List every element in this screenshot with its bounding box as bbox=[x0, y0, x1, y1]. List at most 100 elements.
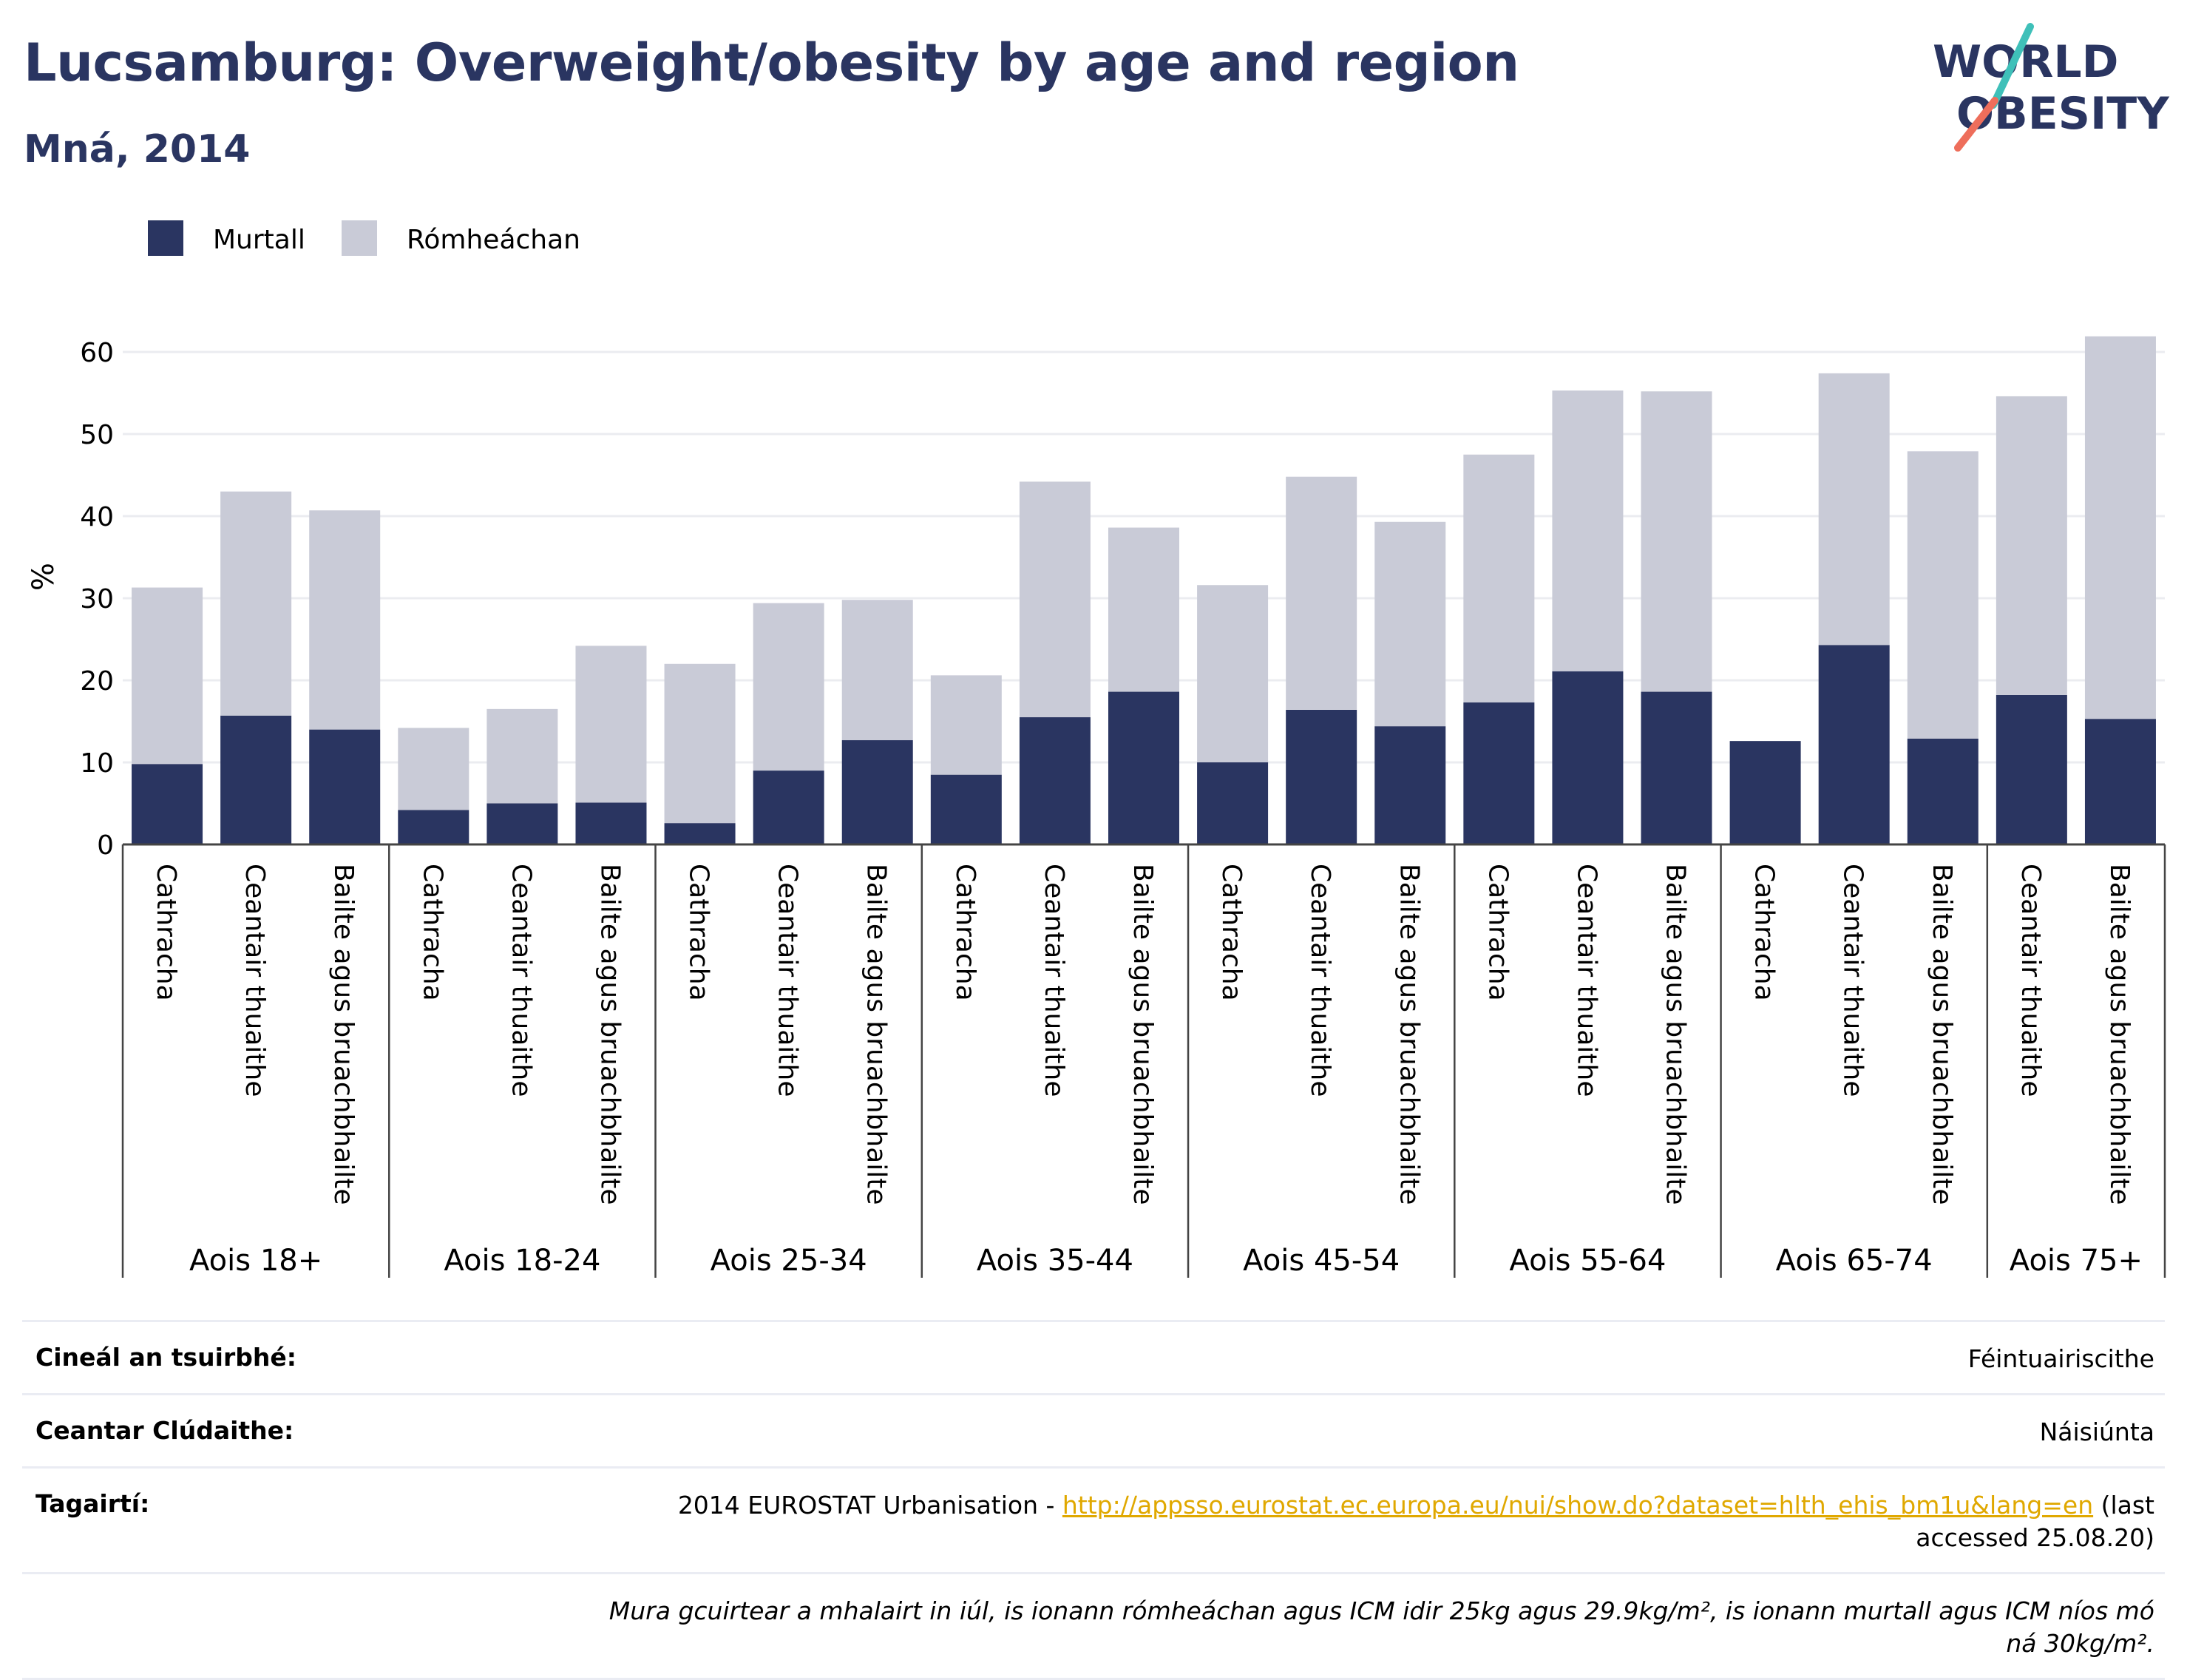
bar-overweight bbox=[220, 491, 292, 716]
y-tick-label: 0 bbox=[97, 830, 114, 861]
bar-obese bbox=[220, 715, 292, 844]
x-group-label: Aois 65-74 bbox=[1776, 1244, 1933, 1278]
bar-overweight bbox=[132, 587, 203, 765]
y-tick-label: 20 bbox=[80, 666, 114, 697]
bar-overweight bbox=[1108, 527, 1179, 692]
bar-obese bbox=[1996, 694, 2067, 844]
chart-title: Lucsamburg: Overweight/obesity by age an… bbox=[24, 33, 1519, 93]
bar-obese bbox=[1197, 762, 1269, 844]
bar-obese bbox=[1552, 671, 1624, 844]
x-category-label: Bailte agus bruachbhailte bbox=[861, 864, 892, 1205]
x-category-label: Ceantair thuaithe bbox=[1039, 864, 1069, 1097]
x-category-label: Cathracha bbox=[151, 864, 181, 1001]
y-tick-label: 10 bbox=[80, 748, 114, 779]
x-axis: Cathracha Ceantair thuaithe Bailte agus br… bbox=[121, 843, 2166, 1278]
x-group-label: Aois 75+ bbox=[2010, 1244, 2143, 1278]
x-category-label: Bailte agus bruachbhailte bbox=[1661, 864, 1691, 1205]
bar-overweight bbox=[930, 675, 1002, 775]
x-category-label: Ceantair thuaithe bbox=[240, 864, 270, 1097]
world-obesity-logo: WORLD OBESITY bbox=[1933, 23, 2170, 152]
x-category-label: Ceantair thuaithe bbox=[773, 864, 803, 1097]
bar-obese bbox=[664, 823, 736, 844]
bar-overweight bbox=[1907, 451, 1979, 739]
reference-prefix: 2014 EUROSTAT Urbanisation - bbox=[677, 1491, 1062, 1520]
bar-overweight bbox=[1374, 521, 1446, 727]
y-axis-ticks: 0 10 20 30 40 50 60 bbox=[80, 338, 114, 861]
bar-overweight bbox=[2084, 336, 2156, 719]
x-category-label: Cathracha bbox=[417, 864, 447, 1001]
legend: Murtall Rómheáchan bbox=[148, 220, 580, 256]
bar-obese bbox=[2084, 719, 2156, 844]
bar-obese bbox=[841, 740, 913, 844]
y-axis-label: % bbox=[27, 563, 61, 591]
x-category-label: Ceantair thuaithe bbox=[1571, 864, 1601, 1097]
references-value: 2014 EUROSTAT Urbanisation - http://apps… bbox=[602, 1489, 2154, 1554]
bar-obese bbox=[1818, 645, 1890, 844]
x-category-label: Bailte agus bruachbhailte bbox=[1394, 864, 1424, 1205]
bar-obese bbox=[1108, 691, 1179, 844]
y-tick-label: 60 bbox=[80, 338, 114, 368]
bar-obese bbox=[1374, 726, 1446, 844]
logo-word-obesity: OBESITY bbox=[1956, 88, 2170, 140]
bar-obese bbox=[1641, 691, 1712, 844]
bar-obese bbox=[1286, 709, 1357, 844]
x-group-label: Aois 25-34 bbox=[711, 1244, 867, 1278]
references-label: Tagairtí: bbox=[35, 1489, 150, 1518]
reference-link[interactable]: http://appsso.eurostat.ec.europa.eu/nui/… bbox=[1062, 1491, 2094, 1520]
bar-overweight bbox=[1641, 391, 1712, 692]
survey-type-value: Féintuairiscithe bbox=[1967, 1344, 2154, 1373]
legend-swatch-overweight bbox=[342, 220, 377, 256]
bar-overweight bbox=[575, 646, 647, 803]
stacked-bar-chart: Murtall Rómheáchan % 0 10 20 30 40 50 60 Cathr… bbox=[27, 220, 2166, 1278]
survey-type-label: Cineál an tsuirbhé: bbox=[35, 1343, 296, 1372]
y-tick-label: 50 bbox=[80, 420, 114, 450]
bar-overweight bbox=[1818, 373, 1890, 646]
x-category-label: Bailte agus bruachbhailte bbox=[594, 864, 625, 1205]
bar-obese bbox=[575, 802, 647, 844]
bar-overweight bbox=[486, 708, 558, 804]
chart-subtitle: Mná, 2014 bbox=[24, 127, 251, 172]
x-category-label: Ceantair thuaithe bbox=[2015, 864, 2046, 1097]
x-category-label: Cathracha bbox=[1482, 864, 1513, 1001]
x-category-label: Ceantair thuaithe bbox=[1838, 864, 1868, 1097]
x-category-label: Bailte agus bruachbhailte bbox=[328, 864, 359, 1205]
bar-overweight bbox=[1552, 390, 1624, 671]
coverage-label: Ceantar Clúdaithe: bbox=[35, 1416, 294, 1445]
bar-obese bbox=[1019, 717, 1091, 844]
legend-label-obese: Murtall bbox=[213, 225, 305, 255]
reference-suffix: (last accessed 25.08.20) bbox=[1916, 1491, 2154, 1552]
survey-type-row: Cineál an tsuirbhé: Féintuairiscithe bbox=[22, 1320, 2165, 1393]
logo-slash-bottom bbox=[1954, 97, 1998, 152]
bar-obese bbox=[1463, 702, 1535, 844]
bar-obese bbox=[1907, 738, 1979, 844]
bar-overweight bbox=[398, 728, 469, 810]
legend-label-overweight: Rómheáchan bbox=[407, 225, 580, 255]
x-group-label: Aois 55-64 bbox=[1509, 1244, 1666, 1278]
x-group-label: Aois 18-24 bbox=[444, 1244, 600, 1278]
bar-obese bbox=[1729, 741, 1801, 844]
definition-note: Mura gcuirtear a mhalairt in iúl, is ion… bbox=[608, 1596, 2154, 1658]
y-tick-label: 30 bbox=[80, 584, 114, 614]
coverage-value: Náisiúnta bbox=[2039, 1418, 2154, 1446]
y-tick-label: 40 bbox=[80, 502, 114, 532]
bar-obese bbox=[309, 729, 381, 844]
references-row: Tagairtí: 2014 EUROSTAT Urbanisation - h… bbox=[22, 1466, 2165, 1572]
x-category-label: Cathracha bbox=[1749, 864, 1780, 1001]
bar-obese bbox=[132, 764, 203, 844]
x-category-label: Bailte agus bruachbhailte bbox=[1927, 864, 1957, 1205]
bar-overweight bbox=[1996, 396, 2067, 695]
bar-overweight bbox=[841, 600, 913, 741]
bar-obese bbox=[398, 810, 469, 844]
x-category-label: Cathracha bbox=[1216, 864, 1247, 1001]
x-category-label: Cathracha bbox=[684, 864, 714, 1001]
x-group-label: Aois 35-44 bbox=[977, 1244, 1133, 1278]
x-category-label: Ceantair thuaithe bbox=[1305, 864, 1335, 1097]
bar-overweight bbox=[309, 510, 381, 730]
bars bbox=[132, 336, 2156, 844]
bar-overweight bbox=[1286, 476, 1357, 710]
legend-swatch-obese bbox=[148, 220, 183, 256]
bar-overweight bbox=[1019, 481, 1091, 717]
x-category-label: Cathracha bbox=[950, 864, 980, 1001]
x-group-label: Aois 18+ bbox=[189, 1244, 322, 1278]
note-row: Mura gcuirtear a mhalairt in iúl, is ion… bbox=[22, 1572, 2165, 1680]
